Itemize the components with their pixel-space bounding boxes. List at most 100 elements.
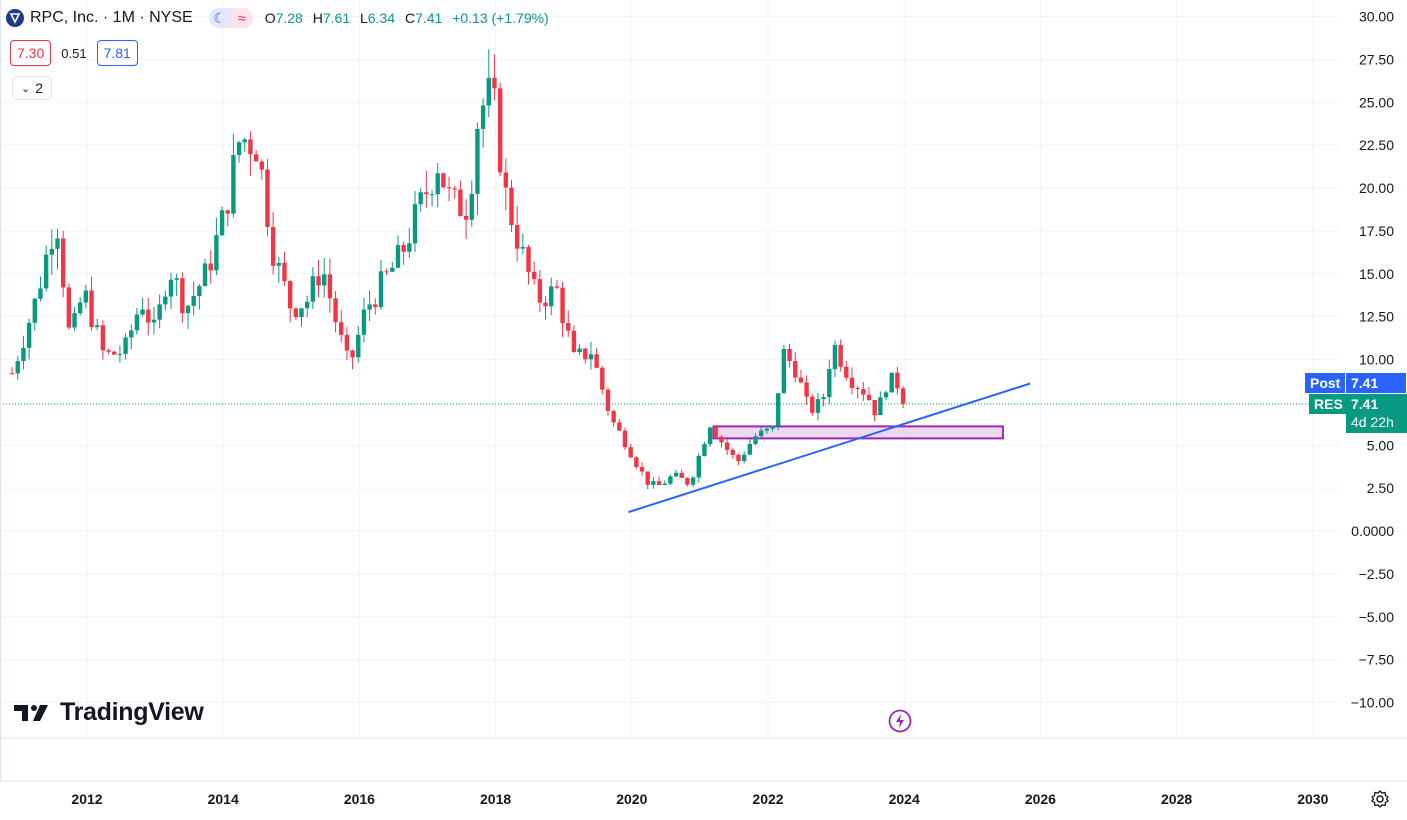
symbol-price-label: RES	[1309, 394, 1348, 414]
candle-body	[617, 422, 622, 431]
y-tick-label: 27.50	[1359, 51, 1394, 67]
candle-body	[645, 471, 650, 485]
session-pill[interactable]: ☾ ≈	[208, 8, 253, 28]
candle-body	[333, 298, 338, 323]
candle-body	[174, 278, 179, 280]
candle-body	[378, 271, 384, 308]
y-tick-label: −5.00	[1359, 609, 1395, 625]
candle-body	[781, 349, 787, 394]
candle-body	[367, 304, 372, 310]
candle-body	[849, 377, 855, 388]
candle-body	[463, 215, 469, 220]
candle-body	[566, 323, 571, 331]
candle-body	[225, 210, 230, 214]
y-tick-label: 0.0000	[1351, 523, 1394, 539]
candle-body	[526, 247, 531, 272]
y-tick-label: 22.50	[1359, 137, 1394, 153]
candle-body	[270, 226, 276, 266]
candle-body	[168, 279, 174, 297]
candle-body	[707, 427, 713, 445]
candle-body	[123, 337, 128, 354]
candle-body	[129, 330, 134, 338]
candle-body	[719, 436, 724, 443]
candle-body	[736, 454, 741, 462]
candle-body	[77, 302, 83, 314]
candle-body	[679, 472, 684, 478]
change-readout: +0.13 (+1.79%)	[452, 10, 549, 26]
candle-body	[690, 477, 696, 485]
ohlc-readout: O7.28 H7.61 L6.34 C7.41 +0.13 (+1.79%)	[264, 10, 549, 26]
candle-body	[651, 481, 656, 485]
x-tick-label: 2022	[752, 791, 783, 807]
candle-body	[889, 372, 894, 393]
candle-body	[304, 301, 310, 309]
candle-body	[350, 350, 355, 358]
indicators-toggle[interactable]: ⌄ 2	[12, 76, 52, 100]
ask-button[interactable]: 7.81	[96, 40, 138, 66]
x-tick-label: 2030	[1297, 791, 1328, 807]
candle-body	[844, 366, 849, 378]
candle-body	[821, 397, 826, 400]
moon-icon[interactable]: ☾	[208, 8, 231, 28]
candle-body	[878, 397, 883, 416]
candle-body	[776, 393, 781, 426]
candle-body	[895, 372, 900, 389]
candle-body	[486, 77, 491, 106]
candle-body	[43, 254, 49, 289]
candle-body	[112, 351, 117, 355]
y-tick-label: 12.50	[1359, 309, 1394, 325]
candle-body	[407, 243, 412, 252]
candle-body	[134, 314, 140, 331]
candle-body	[32, 298, 37, 323]
candle-body	[588, 354, 594, 360]
candle-body	[259, 161, 264, 170]
candle-body	[344, 334, 350, 351]
candle-body	[827, 369, 832, 398]
spread-value: 0.51	[61, 45, 87, 61]
bid-button[interactable]: 7.30	[10, 40, 52, 66]
candle-body	[747, 443, 753, 455]
lightning-icon[interactable]	[888, 709, 912, 733]
candle-body	[758, 430, 764, 437]
candle-body	[537, 279, 543, 303]
candle-body	[883, 392, 889, 398]
candle-body	[497, 88, 503, 173]
candle-body	[293, 308, 299, 318]
candle-body	[838, 344, 843, 367]
candle-body	[163, 296, 168, 305]
candle-body	[793, 360, 798, 378]
last-price-badge: 7.41 4d 22h	[1346, 394, 1407, 433]
candle-body	[594, 354, 599, 368]
candle-body	[753, 436, 758, 444]
tradingview-logo[interactable]: TradingView	[14, 698, 204, 727]
candle-body	[248, 139, 253, 155]
y-tick-label: 10.00	[1359, 352, 1394, 368]
candle-body	[855, 387, 860, 390]
candle-body	[151, 319, 157, 323]
candles	[9, 49, 906, 490]
candle-body	[810, 396, 815, 413]
candle-body	[832, 344, 838, 370]
candle-body	[395, 245, 401, 268]
candle-body	[798, 377, 804, 383]
candle-body	[361, 309, 367, 335]
candle-body	[214, 235, 219, 271]
candle-body	[866, 394, 872, 401]
settings-gear-icon[interactable]	[1370, 789, 1390, 809]
candle-body	[418, 192, 423, 205]
candle-body	[185, 305, 191, 314]
candle-body	[191, 295, 196, 306]
symbol-title[interactable]: RPC, Inc. · 1M · NYSE	[30, 9, 193, 26]
y-tick-label: 20.00	[1359, 180, 1394, 196]
symbol-logo-icon	[6, 9, 24, 27]
candle-body	[72, 313, 77, 328]
candle-body	[265, 169, 270, 227]
approx-icon[interactable]: ≈	[230, 8, 253, 28]
candle-body	[322, 274, 327, 286]
y-tick-label: −10.00	[1351, 695, 1394, 711]
candle-body	[83, 290, 89, 303]
candle-body	[287, 281, 293, 309]
candle-body	[26, 322, 32, 348]
candle-body	[15, 361, 20, 374]
